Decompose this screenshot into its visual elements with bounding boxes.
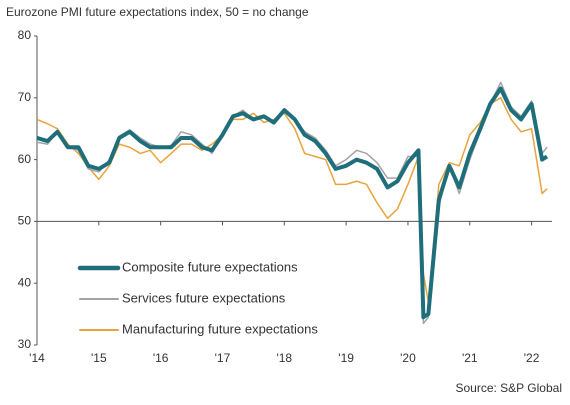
y-tick-label: 50 [18,214,32,228]
x-tick-label: '20 [400,351,416,365]
y-tick-label: 60 [18,152,32,166]
source-note: Source: S&P Global [455,381,562,395]
x-tick-label: '19 [338,351,354,365]
y-tick-label: 80 [18,28,32,42]
chart-title: Eurozone PMI future expectations index, … [6,5,309,19]
x-tick-label: '15 [91,351,107,365]
x-tick-label: '21 [462,351,478,365]
legend-label: Manufacturing future expectations [122,321,318,336]
x-tick-label: '16 [153,351,169,365]
y-tick-label: 70 [18,90,32,104]
legend-label: Composite future expectations [122,259,298,274]
y-tick-label: 30 [18,337,32,351]
x-tick-label: '18 [276,351,292,365]
y-tick-label: 40 [18,275,32,289]
x-tick-label: '17 [215,351,231,365]
series-line [36,86,549,320]
legend-label: Services future expectations [122,290,286,305]
series-line [36,97,548,303]
x-tick-label: '22 [524,351,540,365]
x-tick-label: '14 [29,351,45,365]
